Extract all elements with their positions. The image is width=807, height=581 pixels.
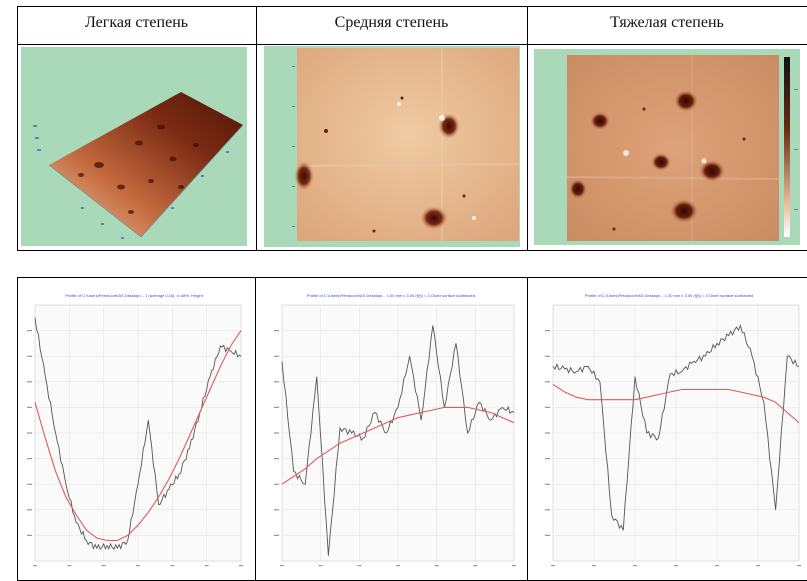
series-line [34,330,242,542]
y-tick [274,330,279,332]
series-line [552,383,800,424]
y-tick [274,406,279,408]
y-tick [545,406,550,408]
x-tick [434,565,439,567]
x-tick [33,565,37,567]
profile-chart-moderate: Profile of C:\Users\Petra\core\AS Deskto… [262,289,520,576]
y-tick [274,534,279,536]
profile-chart-severe: Profile of C:\Users\Petra\core\AS Deskto… [533,289,805,576]
y-tick [274,355,279,357]
profile-plot-severe [545,304,801,567]
x-tick [715,565,719,567]
column-divider [527,277,528,581]
x-tick [318,565,323,567]
y-tick [274,458,279,460]
afm-2d-severe-image [534,49,800,245]
x-tick [280,565,284,567]
x-tick [101,565,106,567]
afm-2d-moderate-image [264,46,520,247]
x-tick [633,565,637,567]
x-tick [170,565,175,567]
y-tick [27,432,32,434]
y-tick [27,406,32,408]
y-tick [27,330,32,332]
column-divider [527,6,528,251]
afm-image-table [17,6,807,251]
y-tick [545,355,550,357]
x-tick [592,565,596,567]
x-tick [512,565,516,567]
y-tick [545,330,550,332]
series-line [34,317,242,551]
series-line [281,406,515,485]
x-tick [67,565,72,567]
x-tick [473,565,478,567]
y-tick [27,381,32,383]
y-tick [545,381,550,383]
x-tick [357,565,362,567]
chart-title: Profile of C:\Users\Petra\core\AS Deskto… [65,293,203,298]
y-tick [27,534,32,536]
y-tick [274,509,279,511]
profile-plot-moderate [274,304,516,567]
y-tick [545,458,550,460]
column-divider [256,6,257,251]
y-tick [274,381,279,383]
header-divider [17,44,807,45]
x-tick [797,565,801,567]
x-tick [239,565,243,567]
afm-3d-mild-image [21,47,247,246]
series-line [552,324,800,531]
y-tick [545,483,550,485]
x-tick [204,565,209,567]
column-divider [255,277,256,581]
y-tick [545,509,550,511]
chart-title: Profile of C:\Users\Petra\core\AS Deskto… [306,293,476,298]
y-tick [274,432,279,434]
header-moderate: Средняя степень [334,14,449,31]
y-tick [27,355,32,357]
profile-chart-mild: Profile of C:\Users\Petra\core\AS Deskto… [19,289,249,576]
series-line [281,325,515,556]
y-tick [274,483,279,485]
y-tick [27,509,32,511]
header-severe: Тяжелая степень [610,14,724,31]
x-tick [674,565,678,567]
y-tick [545,534,550,536]
y-tick [545,432,550,434]
chart-title: Profile of C:\Users\Petra\core\AS Deskto… [584,293,754,298]
header-mild: Легкая степень [84,14,189,31]
profile-plot-mild [27,304,243,567]
x-tick [756,565,760,567]
x-tick [136,565,140,567]
x-tick [396,565,400,567]
x-tick [551,565,555,567]
y-tick [27,458,32,460]
y-tick [27,483,32,485]
